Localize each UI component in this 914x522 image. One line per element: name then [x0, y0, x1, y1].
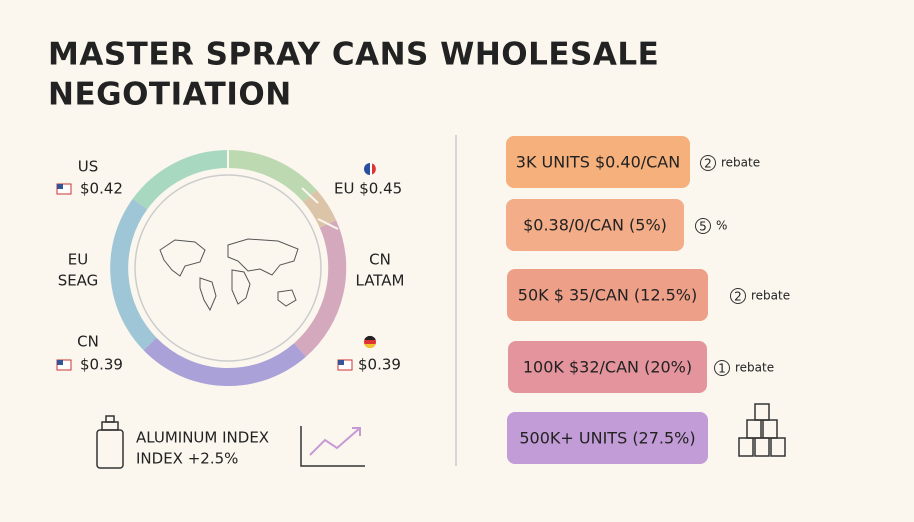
spray-can-icon: [96, 415, 124, 469]
world-map: [159, 238, 299, 312]
tier-note: rebate: [735, 361, 774, 375]
flag-de: [364, 335, 376, 349]
tier-box: [507, 412, 708, 464]
market-label: CN: [77, 333, 99, 351]
tier-list: 3K UNITS $0.40/CAN 2 rebate $0.38/0/CAN (5%…: [506, 136, 790, 464]
tier-badge: 5: [699, 220, 707, 234]
tier-box: [508, 341, 707, 393]
tier-badge: 2: [704, 157, 712, 171]
flag-us: [337, 359, 353, 371]
flag-us: [56, 183, 72, 195]
market-price: $0.42: [80, 180, 123, 198]
trend-icon: [300, 426, 365, 467]
tier-badge: 2: [734, 290, 742, 304]
market-label: EU: [68, 251, 88, 269]
tier-badge: 1: [718, 362, 726, 376]
market-label: LATAM: [356, 272, 405, 290]
tier-label: 500K+ UNITS (27.5%): [519, 429, 695, 448]
market-label: US: [78, 158, 99, 176]
market-label: SEAG: [58, 272, 99, 290]
tier-note: %: [716, 219, 727, 233]
tier-label: 100K $32/CAN (20%): [523, 358, 692, 377]
flag-fr: [364, 163, 376, 175]
tier-badge-ring: [700, 155, 716, 171]
tier-badge-ring: [730, 288, 746, 304]
tier-box: [506, 199, 684, 251]
tier-label: 50K $ 35/CAN (12.5%): [518, 286, 697, 305]
tier-badge-ring: [695, 218, 711, 234]
tier-label: $0.38/0/CAN (5%): [523, 216, 667, 235]
tier-note: rebate: [751, 289, 790, 303]
index-label: INDEX +2.5%: [136, 450, 238, 468]
tier-badge-ring: [714, 360, 730, 376]
title-line: NEGOTIATION: [48, 77, 292, 113]
cans-stack-icon: [738, 403, 786, 457]
market-price: $0.39: [80, 356, 123, 374]
inner-circle: [134, 174, 322, 362]
market-price: EU $0.45: [334, 180, 402, 198]
tier-note: rebate: [721, 156, 760, 170]
tier-box: [506, 136, 690, 188]
market-label: CN: [369, 251, 391, 269]
donut-dividers: [227, 148, 339, 230]
tier-box: [507, 269, 708, 321]
tier-label: 3K UNITS $0.40/CAN: [516, 153, 680, 172]
title-line: MASTER SPRAY CANS WHOLESALE: [48, 37, 659, 73]
index-label: ALUMINUM INDEX: [136, 429, 269, 447]
market-price: $0.39: [358, 356, 401, 374]
flag-us: [56, 359, 72, 371]
